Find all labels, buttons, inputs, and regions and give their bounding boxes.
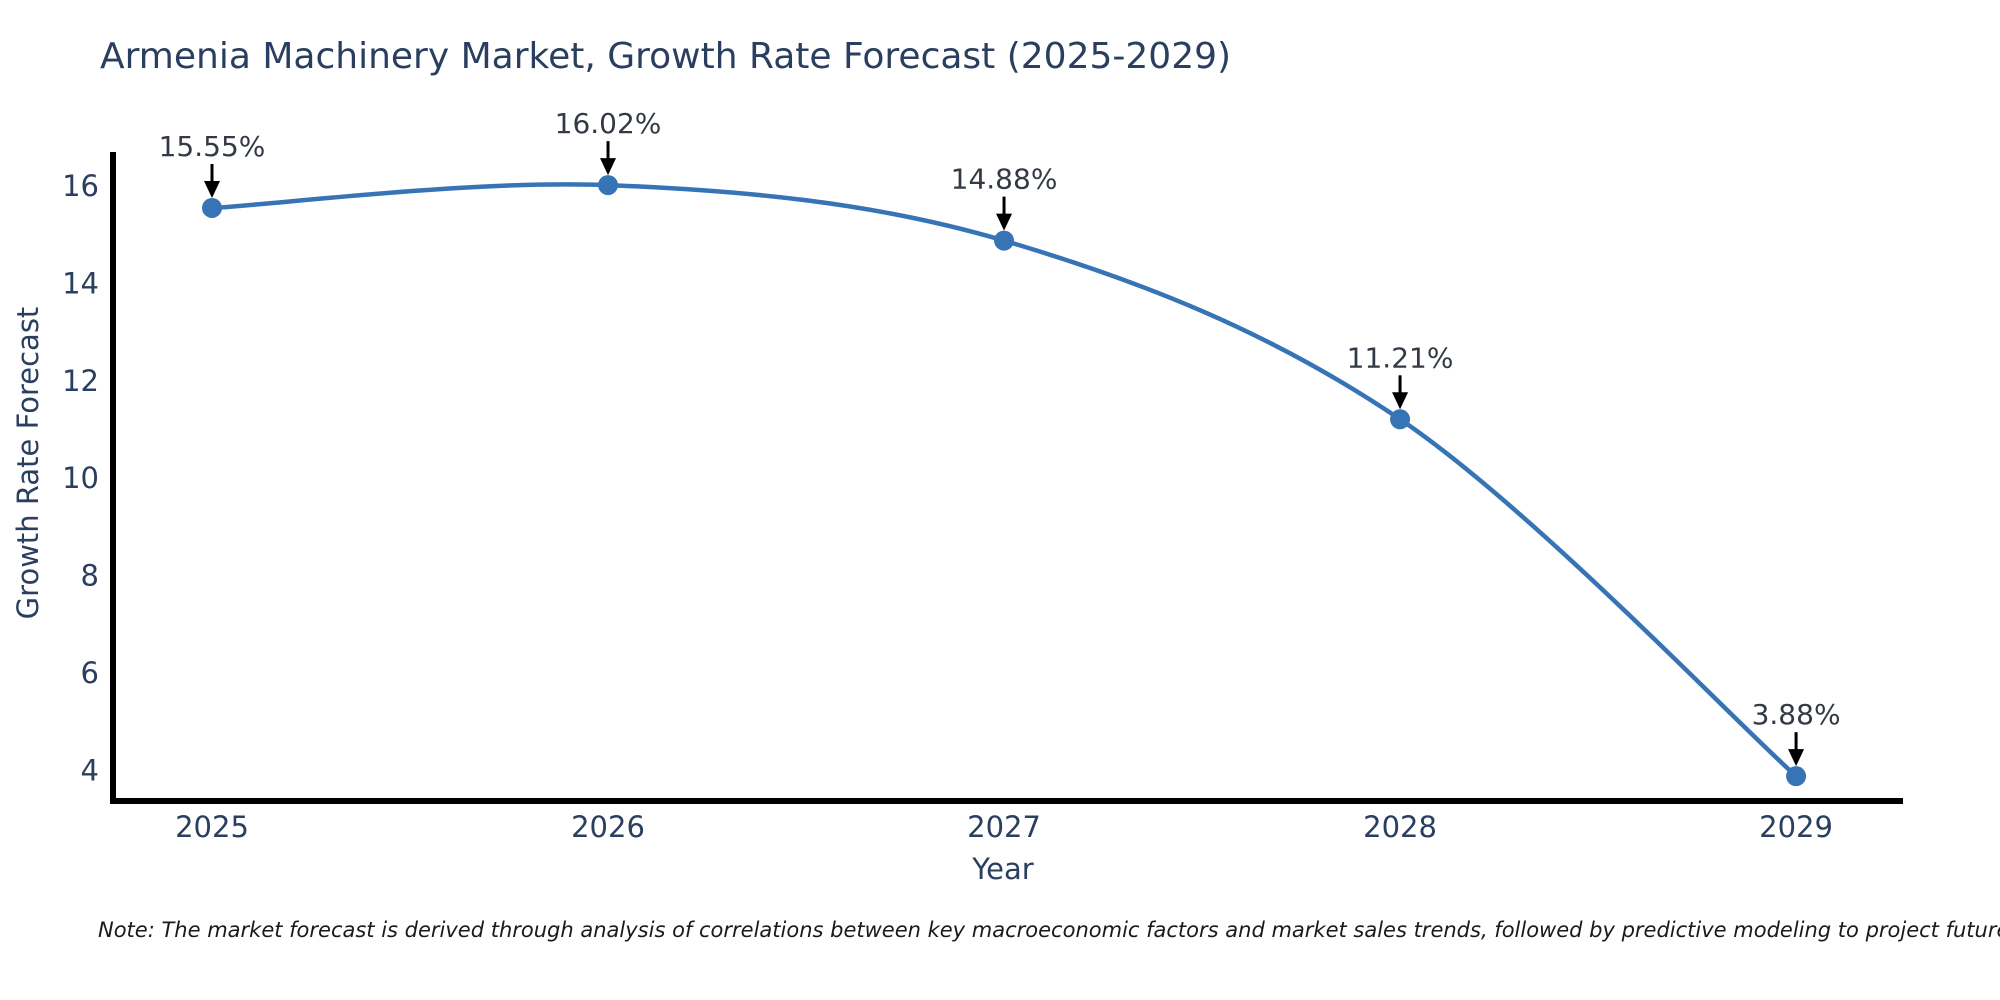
- data-point[interactable]: [1786, 766, 1807, 787]
- x-tick-label: 2026: [571, 810, 645, 844]
- y-tick-label: 4: [81, 753, 99, 787]
- footnote: Note: The market forecast is derived thr…: [98, 918, 2000, 942]
- point-annotation: 3.88%: [1752, 698, 1841, 731]
- x-tick-label: 2029: [1759, 810, 1833, 844]
- annotation-arrowhead: [600, 158, 617, 176]
- data-point[interactable]: [598, 175, 619, 196]
- x-tick-label: 2027: [967, 810, 1041, 844]
- annotation-arrowhead: [204, 180, 221, 198]
- forecast-line: [209, 182, 1799, 779]
- data-point[interactable]: [1390, 409, 1411, 430]
- y-tick-label: 8: [81, 559, 99, 593]
- x-axis-title: Year: [972, 852, 1034, 886]
- point-annotation: 11.21%: [1347, 341, 1454, 374]
- point-annotation: 15.55%: [159, 130, 266, 163]
- data-point[interactable]: [202, 197, 223, 218]
- x-tick-label: 2028: [1363, 810, 1437, 844]
- annotation-arrowhead: [1392, 392, 1409, 410]
- y-tick-label: 14: [62, 266, 99, 300]
- point-annotation: 14.88%: [951, 163, 1058, 196]
- data-point[interactable]: [994, 230, 1015, 251]
- point-annotation: 16.02%: [555, 107, 662, 140]
- chart-title: Armenia Machinery Market, Growth Rate Fo…: [100, 36, 1232, 77]
- annotation-arrowhead: [996, 213, 1013, 231]
- annotation-arrowhead: [1788, 749, 1805, 767]
- y-tick-label: 6: [81, 656, 99, 690]
- y-tick-label: 12: [62, 364, 99, 398]
- y-tick-label: 10: [62, 461, 99, 495]
- x-tick-label: 2025: [175, 810, 249, 844]
- y-tick-label: 16: [62, 169, 99, 203]
